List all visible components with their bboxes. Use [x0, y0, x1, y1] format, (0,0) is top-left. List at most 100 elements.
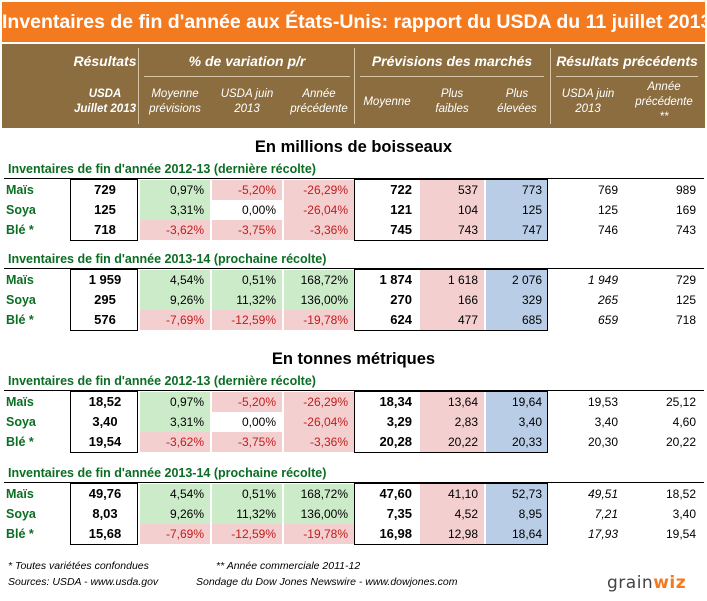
table-title: Inventaires de fin d'année 2012-13 (dern… [8, 374, 316, 388]
cell-soy-previous-year-change: -26,04% [284, 412, 354, 432]
cell-wheat-usda-july-2013: 15,68 [88, 526, 122, 541]
row-label-corn: Maïs [6, 183, 34, 197]
cell-wheat-market-low: 477 [420, 310, 484, 330]
cell-wheat-market-low: 20,22 [420, 432, 484, 452]
row-label-soy: Soya [6, 415, 36, 429]
cell-corn-market-average: 722 [390, 182, 412, 197]
header-group-2: Prévisions des marchés [371, 53, 533, 69]
cell-soy-usda-july-2013: 125 [94, 202, 116, 217]
row-label-corn: Maïs [6, 273, 34, 287]
cell-soy-market-high: 125 [486, 200, 548, 220]
cell-wheat-previous-year: 20,22 [665, 435, 696, 449]
cell-soy-market-high: 329 [486, 290, 548, 310]
cell-wheat-market-average: 20,28 [379, 434, 412, 449]
cell-corn-previous-usda-june: 19,53 [587, 395, 618, 409]
cell-wheat-previous-year: 19,54 [665, 527, 696, 541]
cell-soy-previous-year: 125 [675, 293, 696, 307]
header-previous-usda-june: USDA juin 2013 [561, 88, 615, 115]
header-group-underline [556, 76, 698, 77]
cell-wheat-usda-june-change: -3,75% [212, 220, 282, 240]
header-group-3: Résultats précédents [556, 53, 698, 69]
table-top-rule [4, 178, 704, 179]
cell-corn-market-low: 537 [420, 180, 484, 200]
cell-wheat-market-high: 18,64 [486, 524, 548, 544]
header-market-high: Plus élevées [497, 88, 537, 115]
cell-wheat-average-forecast-change: -7,69% [140, 524, 210, 544]
cell-soy-market-low: 104 [420, 200, 484, 220]
cell-wheat-market-low: 743 [420, 220, 484, 240]
cell-corn-previous-usda-june: 49,51 [587, 487, 618, 501]
sources-note: Sources: USDA - www.usda.gov [8, 576, 159, 588]
cell-wheat-market-average: 624 [390, 312, 412, 327]
cell-soy-market-high: 8,95 [486, 504, 548, 524]
cell-wheat-market-low: 12,98 [420, 524, 484, 544]
cell-soy-market-average: 7,35 [386, 506, 412, 521]
table-top-rule [4, 482, 704, 483]
header-group-0: Résultats [73, 53, 137, 69]
cell-soy-market-average: 121 [390, 202, 412, 217]
cell-soy-previous-usda-june: 3,40 [594, 415, 618, 429]
header-group-underline [144, 76, 350, 77]
cell-wheat-market-high: 20,33 [486, 432, 548, 452]
cell-soy-usda-june-change: 0,00% [212, 412, 282, 432]
cell-wheat-previous-usda-june: 659 [597, 313, 618, 327]
row-label-soy: Soya [6, 293, 36, 307]
cell-corn-market-average: 47,60 [379, 486, 412, 501]
row-label-wheat: Blé * [6, 435, 34, 449]
cell-wheat-usda-july-2013: 576 [94, 312, 116, 327]
cell-wheat-previous-usda-june: 17,93 [587, 527, 618, 541]
column-header: Résultats % de variation p/r Prévisions de… [2, 44, 705, 128]
header-usda-june-change: USDA juin 2013 [220, 88, 274, 115]
table-title: Inventaires de fin d'année 2012-13 (dern… [8, 162, 316, 176]
cell-corn-previous-year: 989 [675, 183, 696, 197]
table-title: Inventaires de fin d'année 2013-14 (proc… [8, 252, 327, 266]
cell-wheat-previous-year-change: -3,36% [284, 432, 354, 452]
cell-soy-previous-usda-june: 7,21 [594, 507, 618, 521]
cell-corn-market-high: 773 [486, 180, 548, 200]
cell-corn-usda-july-2013: 1 959 [88, 272, 122, 287]
header-market-low: Plus faibles [435, 88, 469, 115]
cell-wheat-average-forecast-change: -3,62% [140, 432, 210, 452]
cell-soy-average-forecast-change: 9,26% [140, 504, 210, 524]
cell-corn-previous-year-change: -26,29% [284, 180, 354, 200]
cell-corn-market-low: 1 618 [420, 270, 484, 290]
table-title: Inventaires de fin d'année 2013-14 (proc… [8, 466, 327, 480]
header-group-1: % de variation p/r [188, 53, 306, 69]
cell-soy-usda-july-2013: 295 [94, 292, 116, 307]
cell-corn-usda-june-change: 0,51% [212, 484, 282, 504]
cell-corn-market-average: 1 874 [379, 272, 412, 287]
row-label-wheat: Blé * [6, 527, 34, 541]
cell-corn-previous-usda-june: 769 [597, 183, 618, 197]
cell-corn-usda-june-change: -5,20% [212, 180, 282, 200]
cell-corn-previous-year-change: -26,29% [284, 392, 354, 412]
cell-soy-previous-year-change: 136,00% [284, 290, 354, 310]
cell-wheat-usda-june-change: -12,59% [212, 524, 282, 544]
cell-corn-previous-year: 18,52 [665, 487, 696, 501]
row-label-corn: Maïs [6, 395, 34, 409]
header-previous-year: Année précédente ** [635, 80, 693, 123]
header-separator [354, 48, 355, 124]
row-label-wheat: Blé * [6, 223, 34, 237]
cell-soy-market-low: 4,52 [420, 504, 484, 524]
section-title: En tonnes métriques [271, 350, 436, 368]
cell-wheat-usda-june-change: -3,75% [212, 432, 282, 452]
cell-soy-previous-year: 4,60 [672, 415, 696, 429]
footnote-commercial-year: ** Année commerciale 2011-12 [216, 560, 361, 572]
cell-soy-usda-june-change: 11,32% [212, 504, 282, 524]
cell-wheat-market-high: 685 [486, 310, 548, 330]
header-usda-july-2013: USDA Juillet 2013 [73, 88, 136, 115]
header-separator [550, 48, 551, 124]
cell-wheat-previous-usda-june: 20,30 [587, 435, 618, 449]
cell-wheat-usda-july-2013: 718 [94, 222, 116, 237]
cell-wheat-previous-year: 743 [675, 223, 696, 237]
cell-wheat-previous-year-change: -19,78% [284, 524, 354, 544]
cell-soy-market-low: 166 [420, 290, 484, 310]
cell-corn-average-forecast-change: 0,97% [140, 180, 210, 200]
cell-corn-usda-june-change: 0,51% [212, 270, 282, 290]
cell-soy-average-forecast-change: 3,31% [140, 412, 210, 432]
cell-soy-previous-year-change: -26,04% [284, 200, 354, 220]
header-group-underline [360, 76, 544, 77]
footnote-varieties: * Toutes variétées confondues [8, 560, 149, 572]
cell-soy-usda-july-2013: 8,03 [92, 506, 118, 521]
row-label-corn: Maïs [6, 487, 34, 501]
